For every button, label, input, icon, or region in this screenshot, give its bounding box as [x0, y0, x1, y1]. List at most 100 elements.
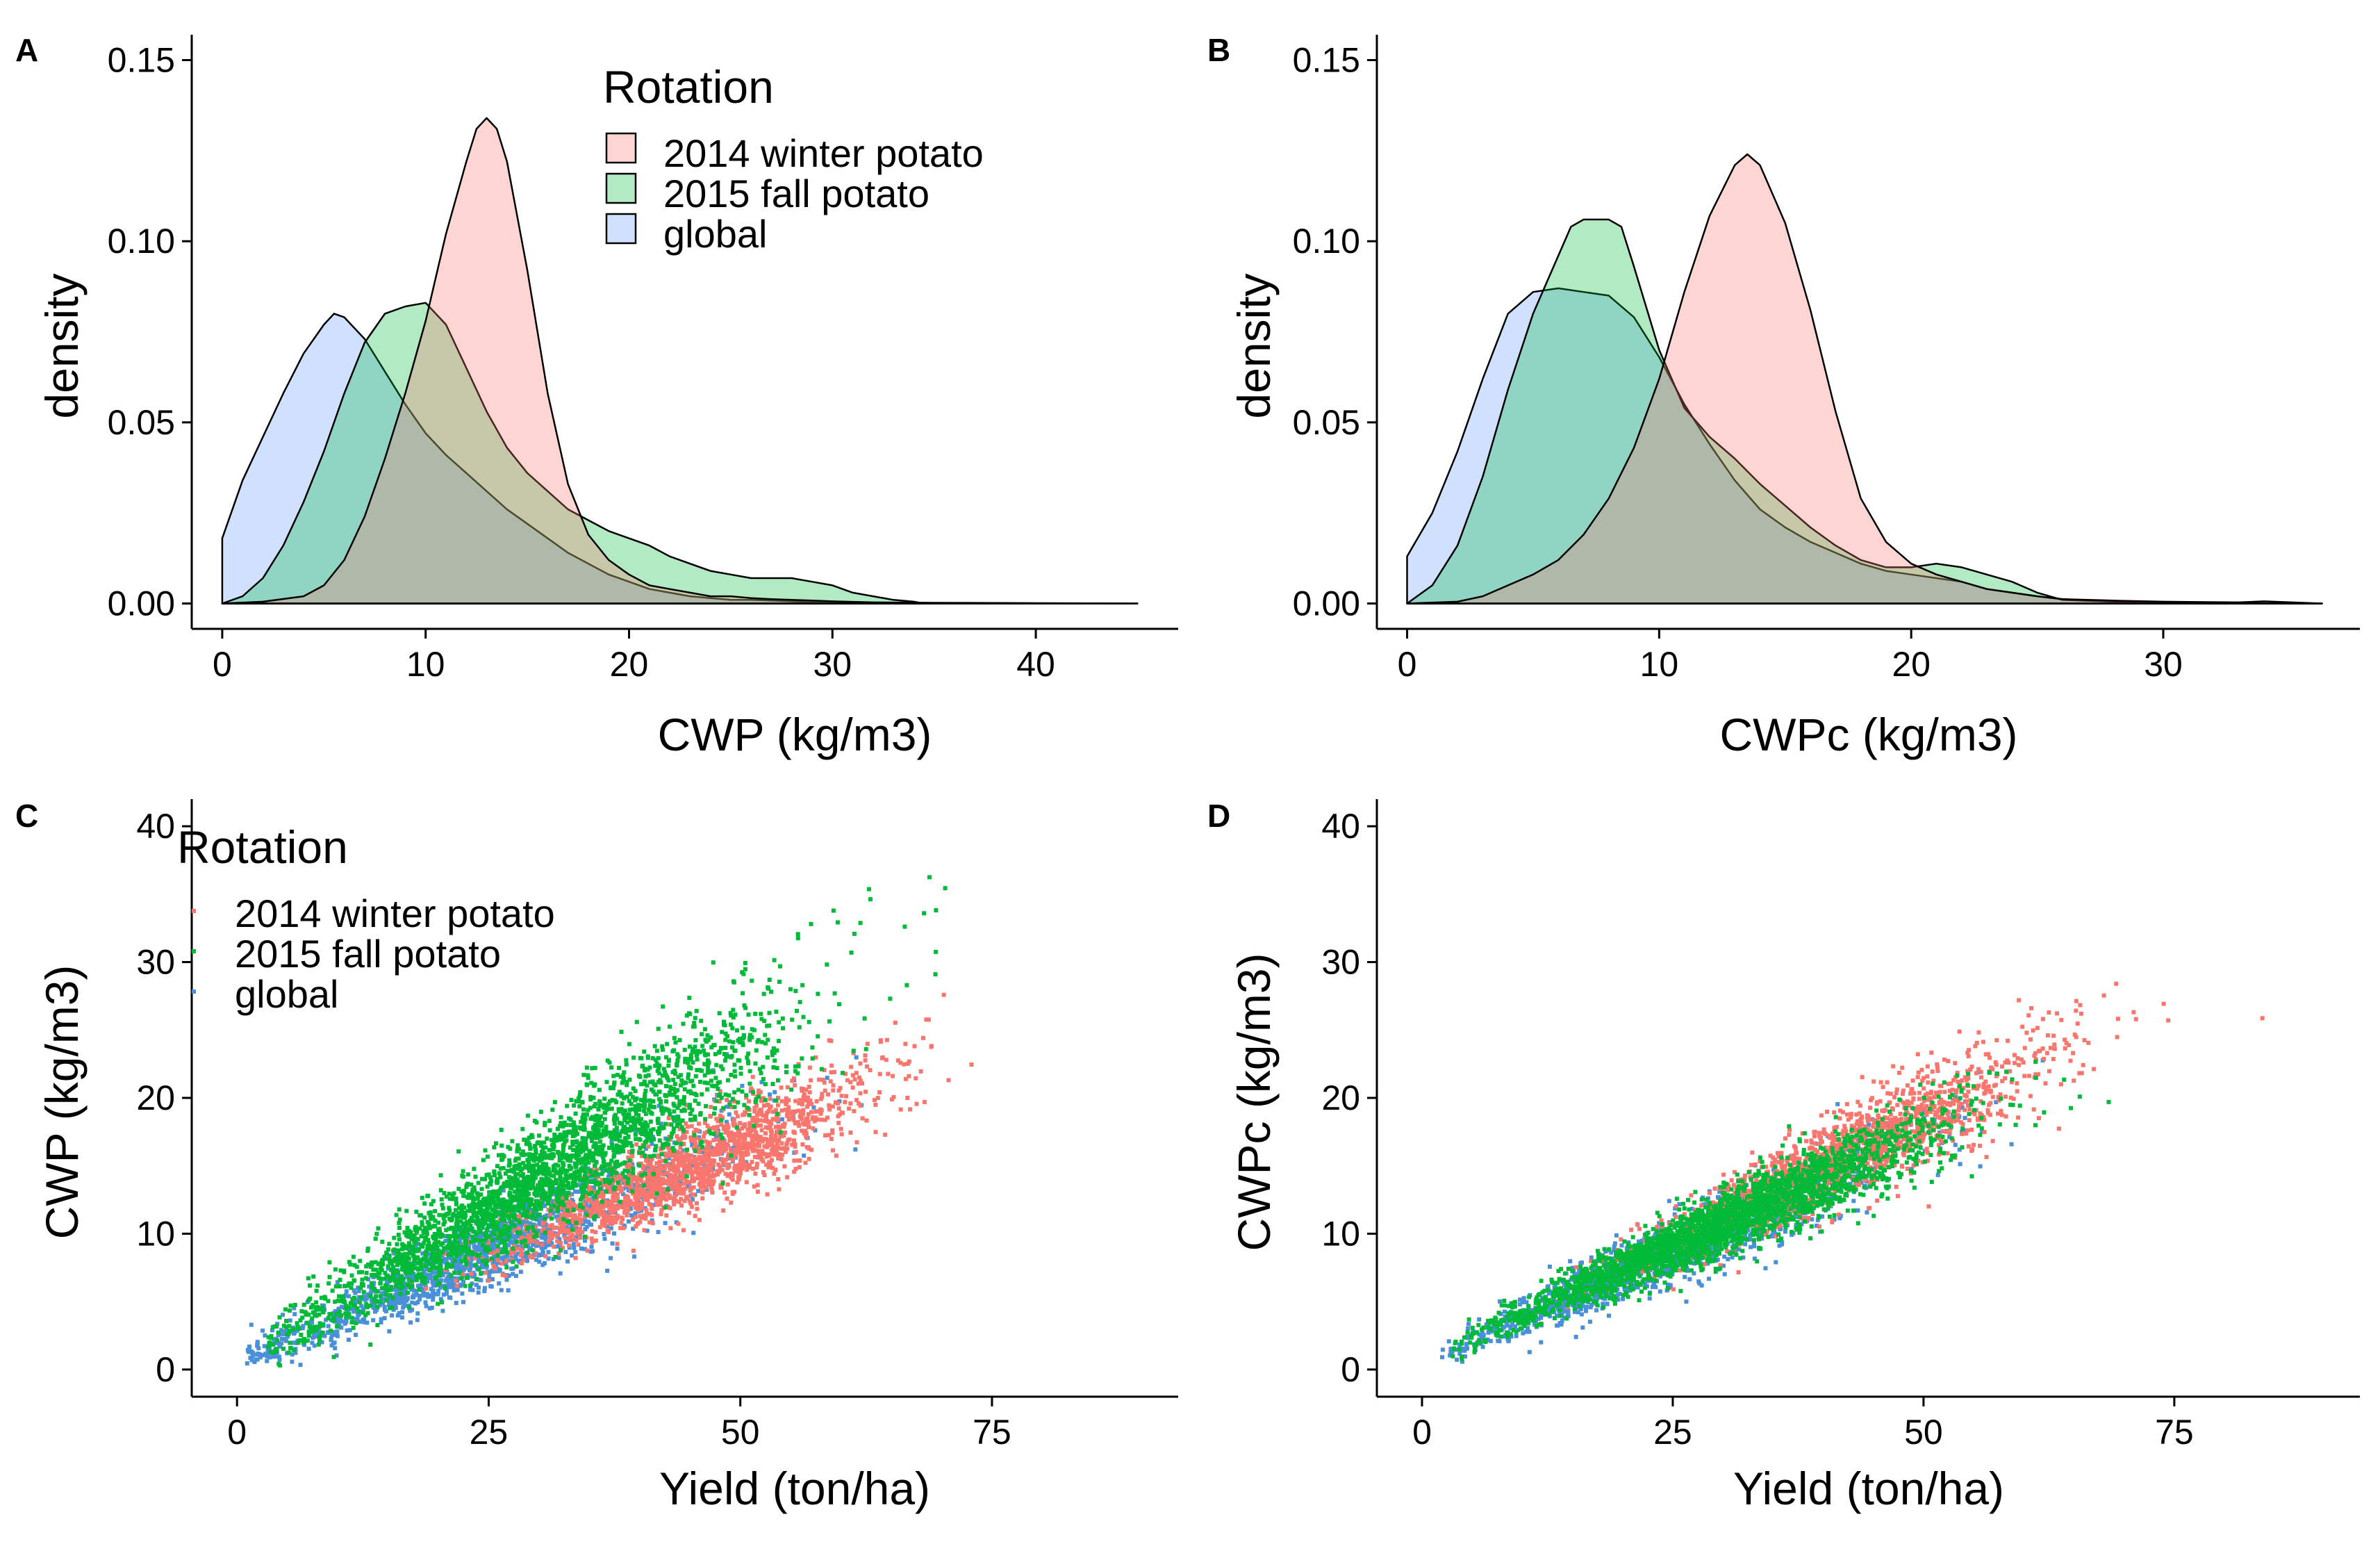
- scatter-point: [505, 1237, 510, 1242]
- scatter-point: [291, 1347, 296, 1352]
- scatter-point: [625, 1183, 629, 1188]
- scatter-point: [673, 1071, 677, 1076]
- scatter-point: [526, 1242, 530, 1247]
- scatter-point: [703, 1117, 708, 1122]
- scatter-point: [634, 1142, 639, 1147]
- scatter-point: [439, 1278, 444, 1283]
- scatter-point: [525, 1209, 530, 1214]
- scatter-point: [477, 1258, 481, 1263]
- scatter-point: [506, 1225, 511, 1230]
- scatter-point: [729, 1072, 734, 1077]
- scatter-point: [506, 1210, 511, 1215]
- scatter-point: [775, 1103, 780, 1108]
- scatter-point: [386, 1247, 390, 1251]
- scatter-point: [367, 1284, 372, 1289]
- scatter-point: [695, 1068, 700, 1072]
- scatter-point: [543, 1230, 547, 1235]
- scatter-point: [656, 1230, 661, 1235]
- scatter-point: [554, 1178, 559, 1183]
- scatter-point: [500, 1220, 505, 1225]
- scatter-point: [612, 1128, 617, 1133]
- scatter-point: [298, 1363, 303, 1368]
- scatter-point: [681, 1094, 686, 1099]
- scatter-point: [707, 1126, 712, 1131]
- scatter-point: [631, 1171, 636, 1176]
- scatter-point: [402, 1230, 407, 1235]
- scatter-point: [287, 1308, 292, 1313]
- scatter-point: [766, 1037, 770, 1042]
- scatter-point: [620, 1128, 625, 1133]
- scatter-point: [752, 1134, 757, 1139]
- scatter-point: [823, 1117, 827, 1122]
- scatter-point: [706, 1145, 711, 1150]
- scatter-point: [675, 1106, 680, 1110]
- scatter-point: [484, 1256, 488, 1260]
- scatter-point: [463, 1210, 467, 1215]
- scatter-point: [668, 1151, 673, 1156]
- scatter-point: [686, 1153, 691, 1158]
- scatter-point: [452, 1288, 456, 1292]
- scatter-point: [754, 1130, 758, 1135]
- scatter-point: [545, 1228, 549, 1233]
- scatter-point: [356, 1309, 361, 1314]
- scatter-point: [671, 1162, 676, 1167]
- scatter-point: [602, 1163, 607, 1168]
- scatter-point: [535, 1163, 540, 1167]
- scatter-point: [400, 1310, 404, 1315]
- scatter-point: [600, 1219, 604, 1224]
- scatter-point: [671, 1101, 676, 1106]
- scatter-point: [675, 1187, 679, 1192]
- scatter-point: [530, 1225, 535, 1229]
- scatter-point: [471, 1211, 476, 1216]
- scatter-point: [729, 1200, 734, 1205]
- scatter-point: [399, 1274, 404, 1279]
- scatter-point: [562, 1120, 567, 1125]
- scatter-point: [645, 1184, 650, 1189]
- scatter-point: [349, 1315, 354, 1320]
- scatter-point: [572, 1245, 577, 1250]
- scatter-point: [593, 1194, 598, 1199]
- scatter-point: [455, 1240, 460, 1245]
- scatter-point: [775, 1115, 779, 1119]
- scatter-point: [600, 1222, 604, 1226]
- scatter-point: [686, 1060, 691, 1065]
- scatter-point: [509, 1251, 513, 1256]
- scatter-point: [409, 1233, 414, 1238]
- scatter-point: [530, 1170, 535, 1175]
- scatter-point: [693, 1169, 697, 1174]
- scatter-point: [380, 1262, 385, 1267]
- scatter-point: [969, 1062, 974, 1067]
- scatter-point: [388, 1278, 392, 1283]
- scatter-point: [625, 1160, 630, 1165]
- scatter-point: [750, 1117, 755, 1122]
- scatter-point: [572, 1203, 577, 1208]
- scatter-point: [770, 1144, 775, 1149]
- scatter-point: [798, 1098, 802, 1103]
- scatter-point: [432, 1224, 437, 1229]
- scatter-point: [594, 1113, 599, 1118]
- scatter-point: [657, 1090, 662, 1094]
- scatter-point: [603, 1126, 608, 1131]
- scatter-point: [615, 1242, 620, 1247]
- scatter-point: [654, 1199, 659, 1204]
- scatter-point: [334, 1353, 339, 1358]
- scatter-point: [387, 1242, 392, 1247]
- scatter-point: [353, 1317, 358, 1322]
- scatter-point: [679, 1151, 684, 1156]
- scatter-point: [371, 1317, 376, 1322]
- scatter-point: [578, 1226, 582, 1231]
- scatter-point: [408, 1267, 413, 1272]
- scatter-point: [607, 1222, 612, 1226]
- scatter-point: [613, 1219, 618, 1224]
- scatter-point: [617, 1120, 622, 1125]
- scatter-point: [339, 1325, 344, 1330]
- scatter-point: [733, 1163, 738, 1168]
- scatter-point: [624, 1058, 629, 1062]
- scatter-point: [255, 1340, 260, 1345]
- scatter-point: [625, 1199, 630, 1204]
- scatter-point: [696, 1101, 701, 1106]
- scatter-point: [797, 1165, 802, 1169]
- scatter-point: [807, 1124, 811, 1129]
- scatter-point: [250, 1354, 255, 1358]
- scatter-point: [567, 1193, 572, 1198]
